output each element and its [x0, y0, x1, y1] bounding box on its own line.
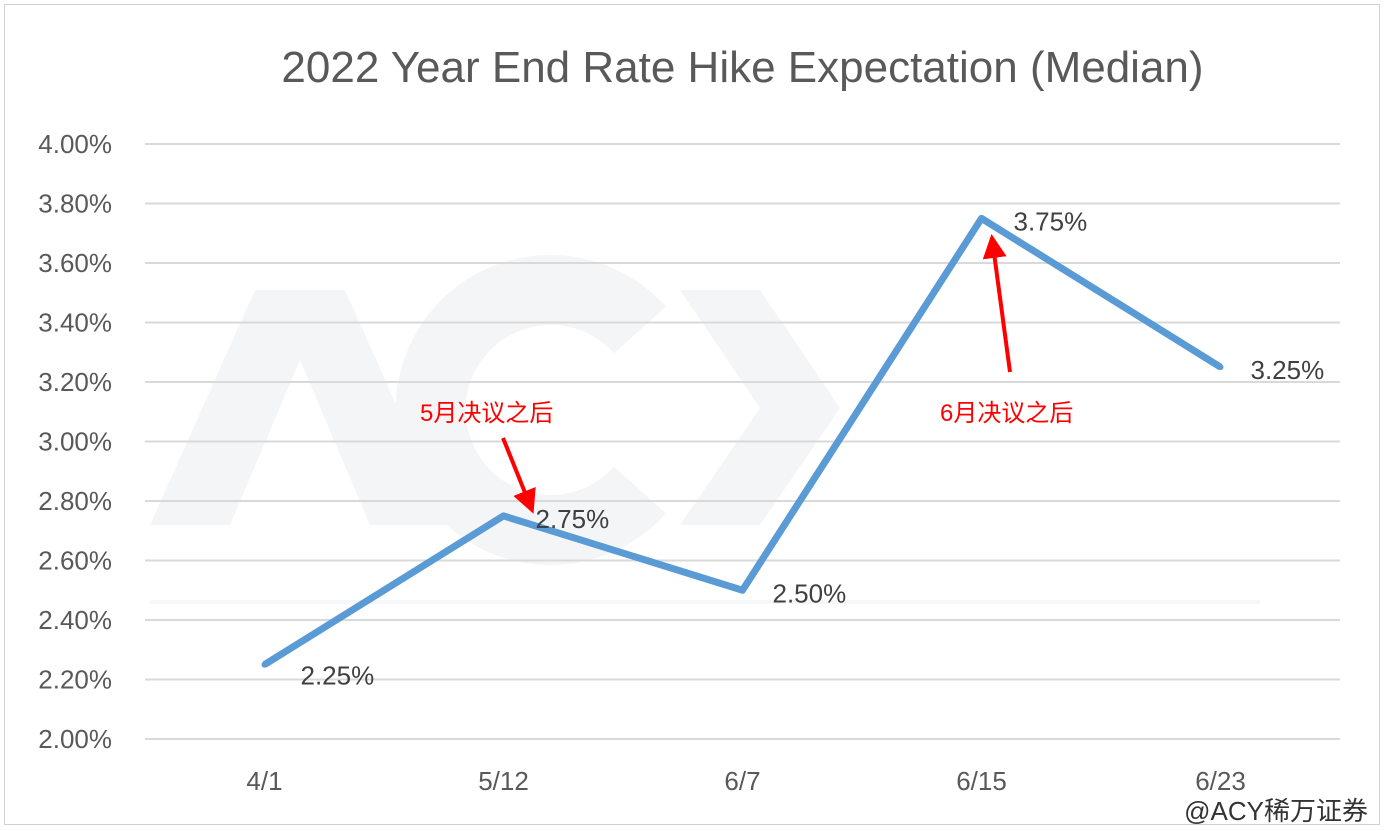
annotation-arrow: [982, 234, 1012, 373]
x-tick-label: 4/1: [246, 766, 282, 796]
y-tick-label: 2.40%: [38, 605, 112, 635]
x-tick-label: 6/15: [956, 766, 1007, 796]
annotation-arrow: [501, 437, 536, 514]
watermark-logo-shape: [395, 255, 667, 565]
watermark-credit: @ACY稀万证券: [1184, 796, 1368, 826]
chart-frame: [4, 4, 1380, 825]
data-label: 2.50%: [773, 578, 847, 608]
x-tick-label: 6/7: [724, 766, 760, 796]
x-tick-label: 5/12: [478, 766, 529, 796]
y-tick-label: 2.20%: [38, 665, 112, 695]
y-tick-label: 2.60%: [38, 546, 112, 576]
data-point: [739, 587, 746, 594]
annotation-label: 6月决议之后: [940, 400, 1073, 427]
data-label: 3.75%: [1014, 206, 1088, 236]
data-label: 2.25%: [301, 661, 375, 691]
y-tick-label: 3.40%: [38, 308, 112, 338]
y-tick-label: 2.80%: [38, 486, 112, 516]
y-tick-label: 4.00%: [38, 129, 112, 159]
watermark-logo-shape: [150, 290, 450, 525]
annotation-label: 5月决议之后: [420, 400, 553, 427]
data-point: [978, 215, 985, 222]
data-point: [261, 661, 268, 668]
data-label: 3.25%: [1251, 355, 1325, 385]
y-tick-label: 3.60%: [38, 248, 112, 278]
y-tick-label: 3.80%: [38, 189, 112, 219]
watermark-logo-shape: [680, 290, 840, 525]
y-tick-label: 3.00%: [38, 427, 112, 457]
watermark-securities-shape: [150, 600, 1260, 604]
data-point: [500, 512, 507, 519]
data-label: 2.75%: [536, 504, 610, 534]
x-tick-label: 6/23: [1195, 766, 1246, 796]
data-point: [1217, 364, 1224, 371]
y-tick-label: 2.00%: [38, 724, 112, 754]
y-tick-label: 3.20%: [38, 367, 112, 397]
chart-title: 2022 Year End Rate Hike Expectation (Med…: [281, 43, 1203, 92]
